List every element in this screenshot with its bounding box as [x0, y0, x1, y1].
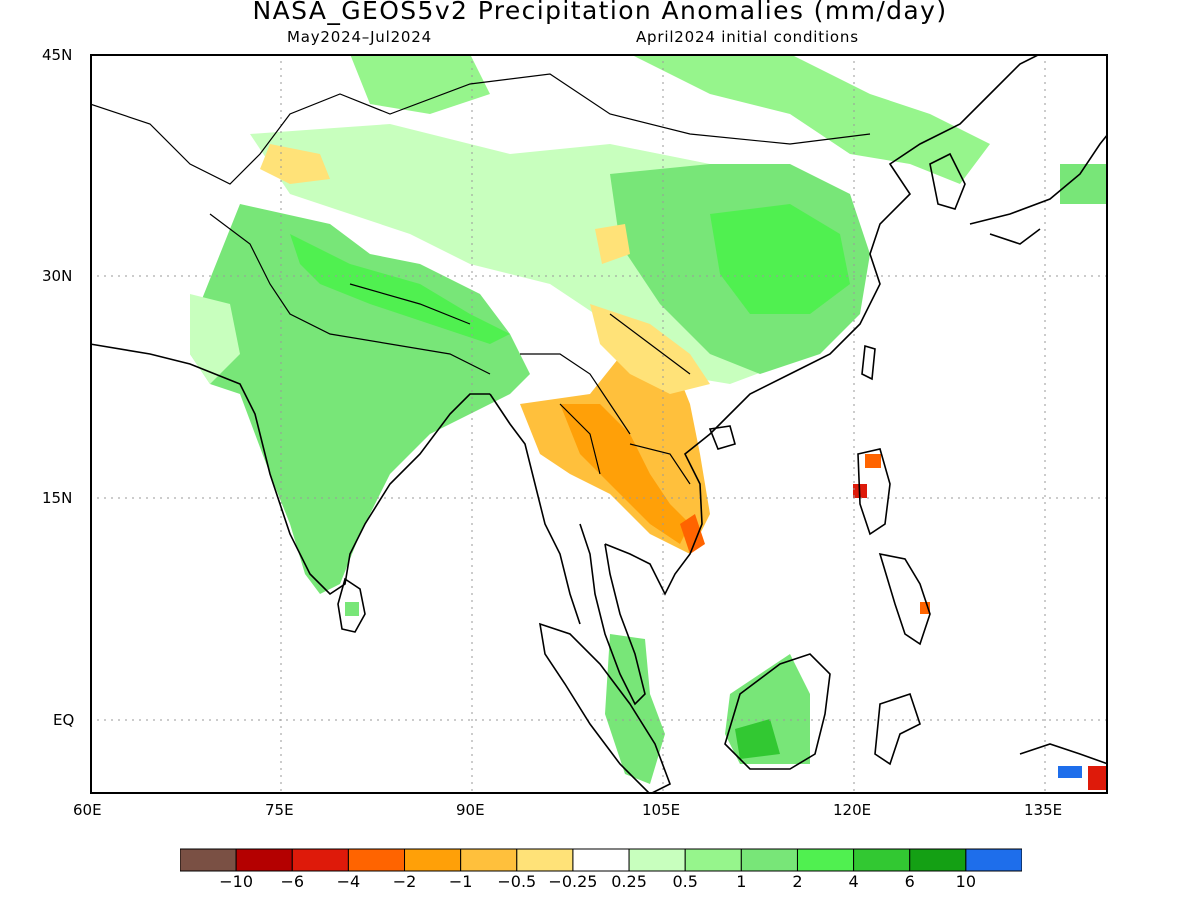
china-strong-wet-region [710, 204, 850, 314]
colorbar [180, 848, 1022, 872]
map-title: NASA_GEOS5v2 Precipitation Anomalies (mm… [252, 0, 948, 25]
colorbar-tick-label: 4 [848, 872, 859, 891]
lon-tick-label: 60E [73, 801, 102, 819]
mindanao-dry-spot [920, 602, 930, 614]
lon-tick-label: 105E [642, 801, 681, 819]
philippines-coastline [857, 448, 931, 646]
colorbar-swatch [628, 848, 686, 872]
sri-lanka-wet-spot [345, 602, 359, 616]
colorbar-tick-label: 0.25 [611, 872, 647, 891]
lat-tick-label: EQ [53, 711, 75, 729]
colorbar-tick-label: −10 [219, 872, 254, 891]
lon-tick-label: 120E [833, 801, 872, 819]
sulawesi-coastline [874, 692, 921, 766]
sri-lanka-coastline [337, 577, 366, 633]
colorbar-tick-label: 2 [792, 872, 803, 891]
colorbar-tick-label: 1 [736, 872, 747, 891]
colorbar-tick-label: −6 [280, 872, 305, 891]
colorbar-swatch [909, 848, 967, 872]
colorbar-swatch [460, 848, 518, 872]
new-guinea-coastline [1019, 743, 1108, 765]
colorbar-tick-label: −1 [448, 872, 473, 891]
tibet-dry-patch [595, 224, 630, 264]
new-guinea-dry-spot [1088, 766, 1108, 790]
initial-conditions-label: April2024 initial conditions [636, 28, 859, 46]
colorbar-swatch [180, 848, 237, 872]
indochina-coastline [604, 54, 1041, 596]
colorbar-tick-label: −0.5 [497, 872, 537, 891]
new-guinea-wet-spot [1058, 766, 1082, 778]
thailand-moderate-dry-region [560, 404, 690, 544]
colorbar-swatch [965, 848, 1022, 872]
malay-peninsula-coastline [579, 523, 646, 706]
colorbar-swatch [853, 848, 911, 872]
colorbar-swatch [572, 848, 630, 872]
taiwan-coastline [861, 344, 876, 381]
korea-coastline [929, 152, 966, 210]
colorbar-swatch [235, 848, 293, 872]
colorbar-tick-label: −4 [336, 872, 361, 891]
vietnam-dry-region [680, 514, 705, 554]
colorbar-swatch [404, 848, 462, 872]
myanmar-coastline [489, 393, 581, 625]
india-coastline [90, 343, 490, 596]
colorbar-swatch [796, 848, 855, 872]
colorbar-swatch [740, 848, 798, 872]
lat-tick-label: 30N [42, 267, 73, 285]
sumatra-coastline [538, 622, 672, 794]
himalaya-wet-region [290, 234, 510, 344]
hainan-coastline [708, 425, 736, 450]
borneo-coastline [724, 653, 831, 770]
japan-coastline [969, 133, 1108, 245]
colorbar-swatch [516, 848, 574, 872]
forecast-period: May2024–Jul2024 [287, 28, 432, 46]
lon-tick-label: 90E [456, 801, 485, 819]
coastlines-and-borders [90, 54, 1108, 794]
yunnan-dry-region [590, 304, 710, 394]
sumatra-wet-region [605, 634, 665, 784]
mongolia-wet-region [350, 54, 490, 114]
lon-tick-label: 75E [265, 801, 294, 819]
colorbar-swatch [347, 848, 406, 872]
colorbar-swatch [291, 848, 349, 872]
colorbar-tick-label: −2 [392, 872, 417, 891]
graticule [90, 54, 1108, 794]
pakistan-dry-patch [260, 144, 330, 184]
colorbar-tick-label: 6 [904, 872, 915, 891]
lat-tick-label: 45N [42, 46, 73, 64]
colorbar-tick-label: −0.25 [548, 872, 598, 891]
country-borders [90, 73, 871, 485]
colorbar-tick-label: 0.5 [672, 872, 698, 891]
borneo-strong-wet-region [735, 719, 780, 759]
colorbar-tick-label: 10 [955, 872, 977, 891]
north-china-light-region [630, 54, 990, 184]
lon-tick-label: 135E [1024, 801, 1063, 819]
map-border [90, 54, 1108, 794]
anomaly-shading [190, 54, 1108, 790]
india-west-light-region [190, 294, 240, 384]
colorbar-swatch [684, 848, 742, 872]
precipitation-map [90, 54, 1108, 794]
lat-tick-label: 15N [42, 489, 73, 507]
luzon-dry-spot [865, 454, 881, 468]
